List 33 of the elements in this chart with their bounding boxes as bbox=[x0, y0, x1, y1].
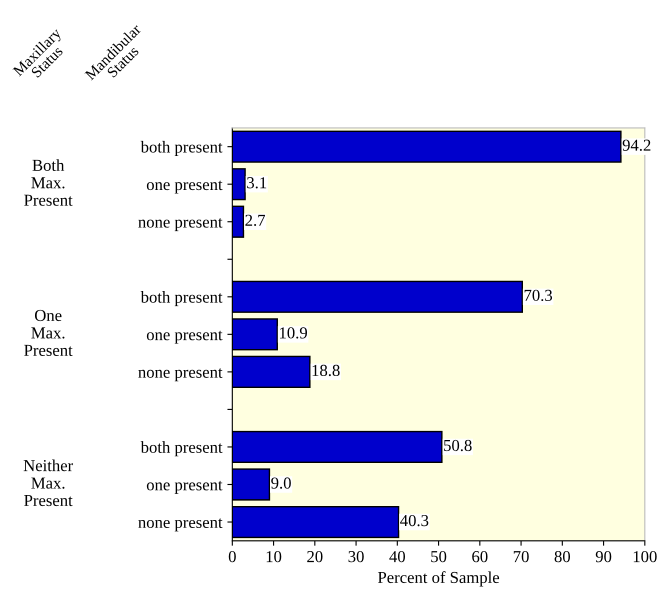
y-tick-label: one present bbox=[146, 330, 222, 344]
y-tick-label: both present bbox=[140, 291, 222, 306]
x-tick-label: 100 bbox=[634, 550, 657, 562]
y-tick-label: none present bbox=[138, 368, 222, 382]
x-tick-label: 50 bbox=[431, 550, 446, 562]
x-tick-label: 80 bbox=[554, 550, 570, 562]
data-label: 94.2 bbox=[622, 140, 650, 151]
y-tick-label: one present bbox=[146, 180, 222, 194]
x-tick-label: 0 bbox=[228, 550, 236, 562]
x-tick-label: 70 bbox=[514, 550, 529, 562]
data-label: 18.8 bbox=[312, 364, 340, 376]
text: One Max. Present bbox=[24, 310, 73, 356]
data-label: 3.1 bbox=[247, 177, 266, 188]
y-tick-label: none present bbox=[138, 218, 222, 232]
x-tick-label: 40 bbox=[389, 550, 406, 562]
data-label: 2.7 bbox=[245, 214, 266, 226]
data-label: 50.8 bbox=[444, 440, 472, 452]
y-tick-label: both present bbox=[140, 140, 222, 156]
x-tick-label: 10 bbox=[266, 550, 282, 562]
y-tick-label: none present bbox=[138, 518, 222, 532]
x-axis-title: Percent of Sample bbox=[378, 571, 500, 586]
x-tick-label: 20 bbox=[307, 550, 323, 562]
x-tick-label: 60 bbox=[472, 550, 488, 562]
data-label: 40.3 bbox=[400, 514, 428, 526]
y-tick-label: one present bbox=[146, 480, 222, 494]
x-tick-label: 90 bbox=[596, 550, 612, 562]
data-label: 10.9 bbox=[280, 327, 308, 339]
y-tick-label: both present bbox=[140, 441, 222, 456]
data-label: 9.0 bbox=[271, 477, 291, 489]
text: Both Max. Present bbox=[24, 159, 73, 206]
data-label: 70.3 bbox=[524, 290, 552, 302]
x-tick-label: 30 bbox=[348, 550, 364, 562]
text: Neither Max. Present bbox=[24, 460, 74, 506]
